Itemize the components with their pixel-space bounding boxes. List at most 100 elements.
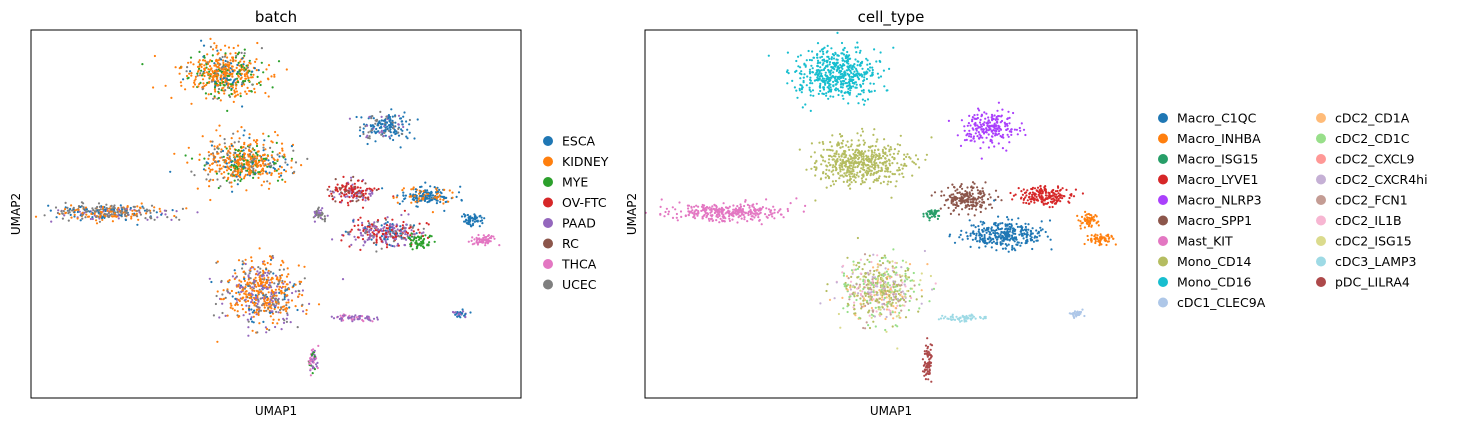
- scatter-point: [1001, 147, 1005, 150]
- scatter-point: [274, 325, 277, 329]
- scatter-point: [285, 307, 288, 310]
- scatter-point: [262, 146, 265, 149]
- scatter-point: [61, 212, 64, 215]
- scatter-point: [865, 57, 868, 60]
- scatter-point: [139, 213, 142, 216]
- scatter-point: [842, 76, 845, 79]
- scatter-point: [811, 67, 814, 70]
- scatter-point: [882, 69, 886, 72]
- scatter-point: [369, 194, 372, 197]
- scatter-point: [230, 185, 233, 188]
- scatter-point: [200, 63, 203, 66]
- scatter-point: [234, 87, 238, 90]
- scatter-point: [386, 221, 389, 224]
- scatter-point: [211, 162, 215, 165]
- scatter-point: [1040, 201, 1043, 204]
- scatter-point: [398, 235, 401, 238]
- scatter-point: [853, 156, 856, 159]
- scatter-point: [468, 220, 471, 223]
- scatter-point: [839, 73, 842, 76]
- scatter-point: [376, 318, 379, 321]
- scatter-point: [877, 166, 880, 169]
- scatter-point: [408, 131, 411, 134]
- scatter-point: [267, 64, 271, 67]
- scatter-point: [812, 56, 816, 59]
- scatter-point: [153, 206, 156, 209]
- scatter-point: [236, 155, 239, 158]
- scatter-point: [118, 210, 121, 213]
- scatter-point: [64, 201, 67, 204]
- scatter-point: [376, 316, 379, 319]
- scatter-point: [291, 291, 294, 295]
- scatter-point: [743, 204, 746, 208]
- scatter-point: [360, 195, 363, 198]
- scatter-point: [462, 213, 466, 216]
- scatter-point: [222, 77, 226, 80]
- scatter-point: [361, 189, 365, 192]
- scatter-point: [773, 211, 776, 214]
- scatter-point: [402, 191, 405, 194]
- scatter-point: [918, 166, 921, 169]
- scatter-point: [247, 153, 250, 156]
- scatter-point: [973, 114, 976, 117]
- scatter-point: [199, 64, 202, 67]
- scatter-point: [152, 86, 155, 89]
- scatter-point: [883, 138, 886, 141]
- scatter-point: [323, 220, 326, 223]
- scatter-point: [834, 163, 838, 166]
- scatter-point: [379, 236, 382, 239]
- scatter-point: [222, 86, 225, 89]
- scatter-point: [206, 81, 209, 84]
- scatter-point: [997, 125, 1000, 128]
- scatter-point: [297, 295, 300, 298]
- scatter-point: [990, 116, 993, 119]
- scatter-point: [404, 197, 407, 200]
- scatter-point: [397, 244, 400, 247]
- scatter-point: [968, 114, 971, 117]
- scatter-point: [473, 220, 476, 223]
- scatter-point: [301, 294, 304, 297]
- scatter-point: [978, 190, 982, 193]
- scatter-point: [428, 241, 431, 244]
- scatter-point: [255, 285, 258, 288]
- scatter-point: [243, 83, 246, 86]
- scatter-point: [240, 304, 243, 307]
- scatter-point: [850, 139, 853, 142]
- scatter-point: [250, 90, 253, 93]
- scatter-point: [309, 374, 312, 377]
- scatter-point: [836, 31, 839, 34]
- scatter-point: [343, 193, 346, 196]
- scatter-point: [916, 158, 920, 161]
- scatter-point: [401, 129, 404, 132]
- scatter-point: [256, 298, 260, 301]
- scatter-point: [419, 244, 423, 247]
- scatter-point: [811, 89, 815, 92]
- scatter-point: [861, 98, 865, 101]
- scatter-point: [242, 157, 245, 160]
- scatter-point: [847, 146, 850, 149]
- scatter-point: [856, 154, 859, 157]
- scatter-point: [362, 196, 365, 200]
- scatter-point: [731, 214, 735, 217]
- scatter-point: [844, 165, 848, 168]
- scatter-point: [394, 232, 398, 235]
- scatter-point: [72, 206, 75, 209]
- scatter-point: [197, 85, 200, 88]
- scatter-point: [218, 143, 221, 146]
- scatter-point: [259, 173, 262, 176]
- scatter-point: [848, 171, 852, 174]
- scatter-point: [194, 75, 197, 78]
- scatter-point: [400, 213, 403, 217]
- scatter-point: [55, 216, 58, 219]
- scatter-point: [213, 148, 216, 151]
- scatter-point: [688, 210, 692, 213]
- scatter-point: [309, 362, 312, 365]
- scatter-point: [187, 146, 190, 149]
- scatter-point: [246, 169, 249, 172]
- scatter-point: [257, 306, 260, 309]
- scatter-point: [148, 209, 151, 212]
- scatter-point: [317, 215, 320, 218]
- scatter-point: [852, 85, 855, 88]
- scatter-point: [443, 188, 446, 191]
- scatter-point: [359, 134, 362, 138]
